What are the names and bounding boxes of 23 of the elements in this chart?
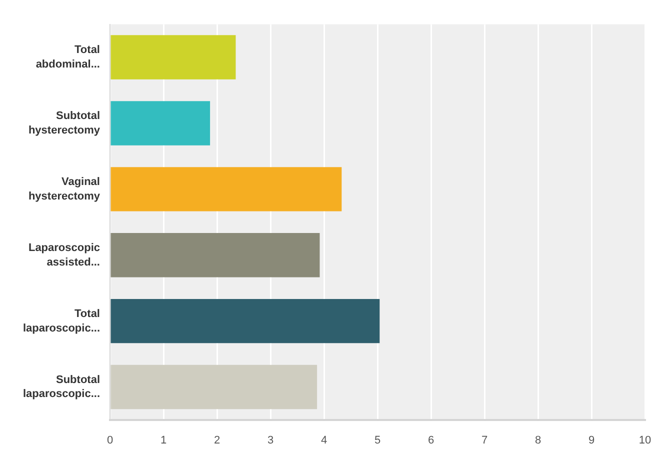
- bar: [110, 35, 236, 80]
- x-tick-label: 1: [160, 434, 167, 447]
- x-tick-label: 7: [481, 434, 488, 447]
- x-tick-label: 8: [534, 434, 542, 447]
- x-tick-label: 10: [638, 434, 652, 447]
- x-tick-label: 4: [320, 434, 328, 447]
- x-tick-label: 0: [106, 434, 114, 447]
- y-tick-label: Total abdominal...: [36, 44, 100, 70]
- x-tick-label: 3: [267, 434, 274, 447]
- x-tick-label: 6: [428, 434, 434, 447]
- bar: [110, 233, 320, 278]
- bar: [110, 101, 210, 146]
- y-tick-label: Subtotal hysterectomy: [28, 110, 101, 136]
- bar: [110, 364, 318, 410]
- y-tick-label: Total laparoscopic...: [22, 308, 100, 334]
- y-tick-label: Vaginal hysterectomy: [28, 176, 101, 202]
- x-tick-label: 2: [214, 434, 220, 447]
- bar: [110, 167, 342, 212]
- x-tick-label: 5: [374, 434, 381, 447]
- y-tick-label: Subtotal laparoscopic...: [22, 374, 100, 400]
- y-tick-label: Laparoscopic assisted...: [28, 242, 100, 268]
- bar: [110, 298, 380, 344]
- x-tick-label: 9: [588, 434, 595, 447]
